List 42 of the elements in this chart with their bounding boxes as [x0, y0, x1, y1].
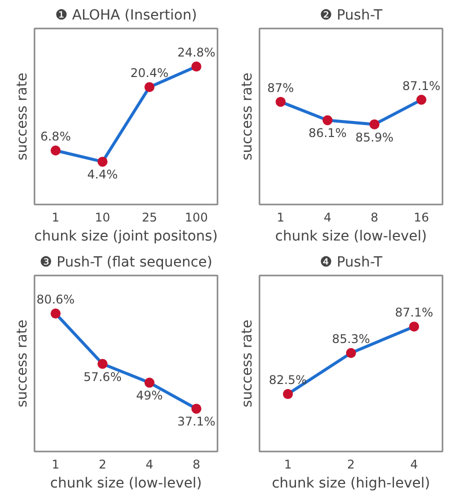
data-label: 85.3% [332, 332, 370, 346]
data-label: 86.1% [308, 126, 347, 140]
data-label: 87.1% [402, 78, 440, 93]
chart-title: ❸ Push-T (flat sequence) [40, 254, 212, 270]
x-axis-title: chunk size (low-level) [50, 476, 202, 492]
x-tick-label: 4 [410, 458, 418, 472]
x-tick-label: 1 [52, 210, 60, 224]
x-axis-title: chunk size (joint positons) [34, 228, 218, 244]
data-label: 80.6% [36, 292, 75, 307]
x-tick-label: 10 [94, 210, 110, 224]
data-label: 6.8% [40, 129, 71, 144]
x-tick-label: 100 [184, 210, 208, 224]
data-label: 20.4% [130, 66, 169, 80]
y-axis-title: success rate [14, 320, 30, 408]
x-tick-label: 1 [276, 210, 284, 224]
x-tick-label: 2 [347, 458, 355, 472]
data-label: 4.4% [87, 168, 118, 182]
data-label: 49% [136, 388, 163, 403]
data-label: 87.1% [395, 306, 434, 320]
chart-title: ❷ Push-T [320, 8, 383, 24]
x-tick-label: 8 [192, 458, 200, 472]
x-tick-label: 25 [142, 210, 158, 224]
x-tick-label: 8 [370, 210, 378, 224]
data-label: 82.5% [268, 373, 307, 388]
x-tick-label: 1 [284, 458, 292, 472]
x-tick-label: 2 [98, 458, 106, 472]
x-tick-label: 4 [146, 458, 154, 472]
y-axis-title: success rate [240, 320, 256, 408]
data-label: 85.9% [355, 130, 394, 144]
data-label: 24.8% [177, 46, 216, 60]
x-axis-title: chunk size (high-level) [272, 476, 430, 492]
data-label: 37.1% [177, 414, 216, 429]
chart-title: ❶ ALOHA (Insertion) [55, 8, 197, 24]
chart-title: ❹ Push-T [320, 254, 383, 270]
y-axis-title: success rate [240, 72, 256, 160]
x-tick-label: 1 [52, 458, 60, 472]
x-tick-label: 4 [324, 210, 332, 224]
x-tick-label: 16 [414, 210, 430, 224]
data-label: 87% [267, 80, 294, 95]
x-axis-title: chunk size (low-level) [275, 228, 427, 244]
y-axis-title: success rate [14, 72, 30, 160]
data-label: 57.6% [83, 370, 122, 384]
